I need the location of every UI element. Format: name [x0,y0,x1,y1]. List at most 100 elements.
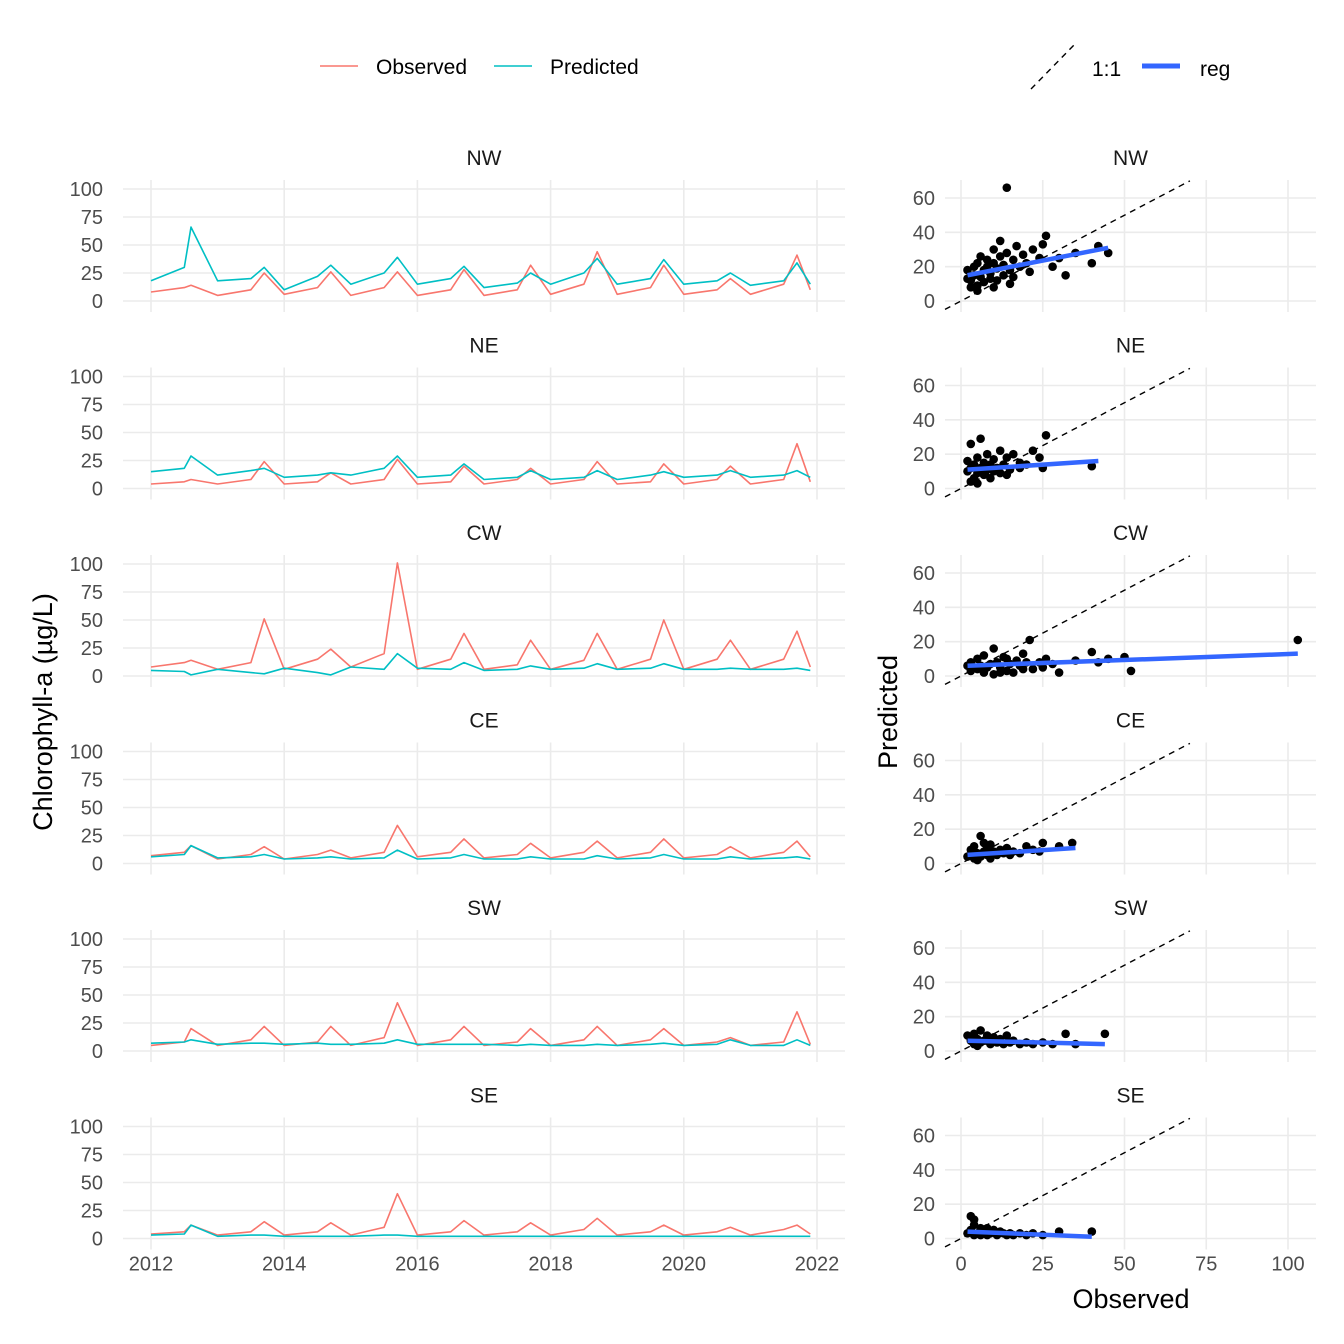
time-series-x-tick-label: 2018 [528,1254,573,1276]
scatter-panel-se: SE 0 20 40 60 0 25 50 75 100 [913,1085,1316,1276]
series-line-predicted [150,1039,811,1047]
time-series-y-tick-label: 50 [81,235,103,257]
time-series-strip-label: CW [467,522,502,545]
scatter-y-tick-label: 40 [913,597,935,619]
scatter-y-tick-label: 40 [913,222,935,244]
scatter-point [976,434,985,444]
scatter-point [982,449,992,459]
time-series-y-tick-label: 50 [81,423,103,445]
scatter-point [969,842,979,851]
scatter-panel-ne: NE 0 20 40 60 [913,335,1316,501]
time-series-y-axis-title: Chlorophyll-a (µg/L) [28,593,58,831]
time-series-y-tick-label: 0 [92,1229,103,1251]
scatter-strip-label: CE [1116,710,1145,733]
scatter-y-tick-label: 0 [924,291,935,313]
scatter-y-tick-label: 0 [924,666,935,688]
scatter-point [986,473,995,483]
scatter-point [976,252,985,261]
time-series-y-tick-label: 25 [81,1013,103,1035]
scatter-y-tick-label: 60 [913,1126,935,1148]
time-series-y-tick-label: 100 [70,1117,103,1139]
time-series-panel-nw: NW 0 25 50 75 100 [70,147,845,313]
scatter-point [1002,654,1012,664]
scatter-point [976,831,985,841]
scatter-point [989,455,998,464]
scatter-point [1002,183,1012,192]
scatter-y-tick-label: 40 [913,972,935,994]
scatter-point [976,1026,985,1035]
time-series-y-tick-label: 25 [81,451,103,473]
scatter-x-axis-title: Observed [1072,1284,1189,1314]
scatter-y-tick-label: 0 [924,854,935,876]
scatter-y-tick-label: 60 [913,188,935,210]
regression-line [967,245,1109,278]
time-series-x-tick-label: 2022 [795,1254,840,1276]
time-series-x-tick-label: 2014 [262,1254,307,1276]
time-series-y-tick-label: 75 [81,207,103,229]
scatter-point [1061,271,1070,280]
scatter-point [963,456,972,466]
time-series-y-tick-label: 100 [70,367,103,389]
scatter-point [1028,446,1038,456]
scatter-point [1009,449,1018,459]
series-line-observed [150,824,811,860]
time-series-y-tick-label: 25 [81,263,103,285]
time-series-strip-label: NE [469,335,498,358]
scatter-y-tick-label: 0 [924,1229,935,1251]
scatter-strip-label: SW [1114,897,1148,920]
scatter-point [1038,240,1048,249]
scatter-panel-sw: SW 0 20 40 60 [913,897,1316,1063]
scatter-x-tick-label: 25 [1032,1254,1054,1276]
panels: NW 0 25 50 75 100 NW 0 20 40 60 NE 0 25 50 75 100 NE 0 20 40… [70,147,1316,1276]
scatter-y-tick-label: 20 [913,632,935,654]
scatter-point [995,236,1005,246]
time-series-y-tick-label: 100 [70,929,103,951]
scatter-point [989,670,998,679]
scatter-point [995,468,1005,478]
legend-right: 1:1 reg [1030,43,1230,90]
time-series-strip-label: SE [470,1085,498,1108]
scatter-point [969,1215,979,1224]
time-series-y-tick-label: 25 [81,826,103,848]
scatter-panel-cw: CW 0 20 40 60 [913,522,1316,688]
scatter-point [999,271,1008,280]
scatter-point [963,265,972,275]
series-line-observed [150,1001,812,1047]
series-line-predicted [150,844,811,860]
scatter-point [1067,838,1077,848]
scatter-point [989,283,998,292]
scatter-point [989,644,998,653]
time-series-y-tick-label: 25 [81,1201,103,1223]
time-series-y-tick-label: 0 [92,479,103,501]
scatter-strip-label: SE [1116,1085,1144,1108]
time-series-x-tick-label: 2020 [662,1254,707,1276]
series-line-observed [150,250,812,297]
scatter-point [973,258,982,268]
scatter-point [1002,248,1012,258]
legend-predicted-label: Predicted [550,56,639,79]
series-line-observed [150,562,812,671]
scatter-point [1028,664,1038,674]
legend-identity-label: 1:1 [1092,58,1121,81]
scatter-point [1002,1031,1012,1040]
time-series-y-tick-label: 75 [81,770,103,792]
identity-line [944,180,1191,311]
time-series-strip-label: SW [467,897,501,920]
scatter-point [973,855,982,865]
scatter-point [973,286,982,296]
regression-line [967,1229,1092,1240]
scatter-point [979,277,989,287]
scatter-point [1018,664,1028,674]
scatter-point [1009,272,1018,282]
scatter-point [1002,453,1012,462]
time-series-y-tick-label: 100 [70,179,103,201]
scatter-point [1087,461,1097,471]
scatter-y-tick-label: 40 [913,1160,935,1182]
scatter-point [973,479,982,488]
scatter-point [966,666,976,676]
time-series-y-tick-label: 75 [81,582,103,604]
scatter-y-tick-label: 60 [913,938,935,960]
scatter-panel-nw: NW 0 20 40 60 [913,147,1316,313]
scatter-point [986,274,995,284]
